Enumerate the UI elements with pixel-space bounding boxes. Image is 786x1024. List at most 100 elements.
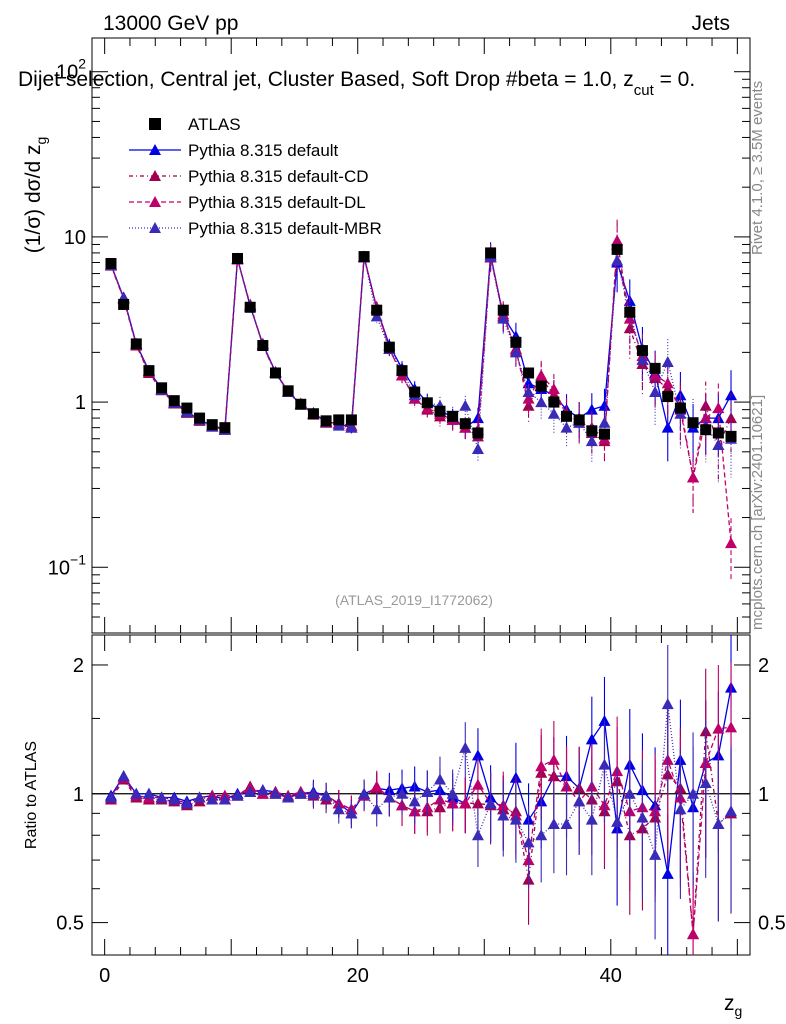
ratio-point-3 <box>383 791 396 803</box>
ratio-point-0 <box>661 867 674 879</box>
main-y-tick-label: 102 <box>56 56 86 84</box>
main-point-4 <box>471 442 484 454</box>
atlas-point <box>674 402 686 414</box>
x-tick-label: 40 <box>600 965 622 987</box>
atlas-point <box>257 340 269 352</box>
atlas-point <box>219 422 231 434</box>
main-point-4 <box>547 407 560 419</box>
main-point-4 <box>535 396 548 408</box>
atlas-point <box>358 251 370 263</box>
ratio-point-2 <box>712 722 725 734</box>
atlas-point <box>459 418 471 430</box>
ratio-point-3 <box>573 795 586 807</box>
ratio-point-3 <box>206 793 219 805</box>
main-point-3 <box>547 383 560 395</box>
ratio-point-3 <box>446 787 459 799</box>
atlas-point <box>421 397 433 409</box>
main-point-1 <box>471 412 484 424</box>
ratio-point-3 <box>332 803 345 815</box>
ratio-panel: 0 20 40 0.5 0.5 1 1 2 2 <box>56 634 786 987</box>
ratio-point-3 <box>725 805 738 817</box>
ratio-point-3 <box>358 787 371 799</box>
ratio-point-3 <box>370 803 383 815</box>
atlas-point <box>561 410 573 422</box>
ratio-point-3 <box>535 829 548 841</box>
ratio-point-3 <box>180 797 193 809</box>
main-point-3 <box>699 412 712 424</box>
atlas-point <box>725 430 737 442</box>
atlas-point <box>295 398 307 410</box>
atlas-point <box>434 405 446 417</box>
atlas-point <box>371 304 383 316</box>
ratio-point-3 <box>294 787 307 799</box>
ratio-point-3 <box>598 758 611 770</box>
ratio-point-3 <box>522 836 535 848</box>
ratio-point-3 <box>585 813 598 825</box>
atlas-point <box>636 345 648 357</box>
ratio-point-3 <box>421 785 434 797</box>
ratio-point-3 <box>611 815 624 827</box>
atlas-point <box>269 367 281 379</box>
atlas-point <box>168 395 180 407</box>
ratio-point-3 <box>433 773 446 785</box>
main-point-4 <box>661 355 674 367</box>
atlas-point <box>485 247 497 259</box>
main-series-line-3 <box>110 240 732 544</box>
ratio-point-3 <box>497 809 510 821</box>
atlas-point <box>472 427 484 439</box>
x-tick-label: 20 <box>347 965 369 987</box>
atlas-point <box>282 385 294 397</box>
ratio-point-3 <box>547 817 560 829</box>
ratio-point-3 <box>408 795 421 807</box>
main-point-4 <box>459 399 472 411</box>
atlas-point <box>130 338 142 350</box>
main-point-4 <box>560 421 573 433</box>
ratio-frame <box>91 634 751 956</box>
atlas-point <box>598 428 610 440</box>
ratio-point-3 <box>104 791 117 803</box>
ratio-y-tick-label: 2 <box>73 655 84 677</box>
main-panel: 10−1 1 10 102 <box>48 37 751 634</box>
atlas-point <box>244 301 256 313</box>
atlas-point <box>573 414 585 426</box>
legend-marker-1 <box>149 144 161 155</box>
atlas-point <box>383 341 395 353</box>
ratio-point-3 <box>471 829 484 841</box>
atlas-point <box>333 414 345 426</box>
ratio-point-3 <box>130 787 143 799</box>
ratio-point-3 <box>155 791 168 803</box>
atlas-point <box>523 367 535 379</box>
ratio-point-3 <box>509 813 522 825</box>
ratio-point-3 <box>345 807 358 819</box>
ratio-y-tick-label-right: 1 <box>758 784 769 806</box>
main-point-3 <box>649 369 662 381</box>
main-point-4 <box>712 438 725 450</box>
ratio-point-3 <box>649 848 662 860</box>
ratio-point-0 <box>598 714 611 726</box>
ratio-point-3 <box>218 793 231 805</box>
atlas-point <box>320 415 332 427</box>
legend-marker-3 <box>149 196 161 207</box>
ratio-point-3 <box>687 787 700 799</box>
legend-label-2: Pythia 8.315 default-CD <box>188 167 369 186</box>
main-point-3 <box>712 402 725 414</box>
main-y-axis-title: (1/σ) dσ/d zg <box>22 137 49 254</box>
ratio-point-3 <box>636 811 649 823</box>
main-point-3 <box>535 369 548 381</box>
ratio-point-3 <box>396 787 409 799</box>
ratio-point-3 <box>193 791 206 803</box>
main-frame <box>91 37 751 634</box>
ratio-y-tick-label-right: 2 <box>758 655 769 677</box>
main-point-4 <box>370 310 383 322</box>
category-label: Jets <box>691 12 730 35</box>
ratio-point-3 <box>459 741 472 753</box>
atlas-point <box>649 362 661 374</box>
main-point-4 <box>522 386 535 398</box>
atlas-point <box>624 306 636 318</box>
ratio-point-2 <box>471 778 484 790</box>
atlas-point <box>662 391 674 403</box>
ratio-point-3 <box>269 787 282 799</box>
ratio-point-2 <box>687 928 700 940</box>
main-point-1 <box>585 403 598 415</box>
